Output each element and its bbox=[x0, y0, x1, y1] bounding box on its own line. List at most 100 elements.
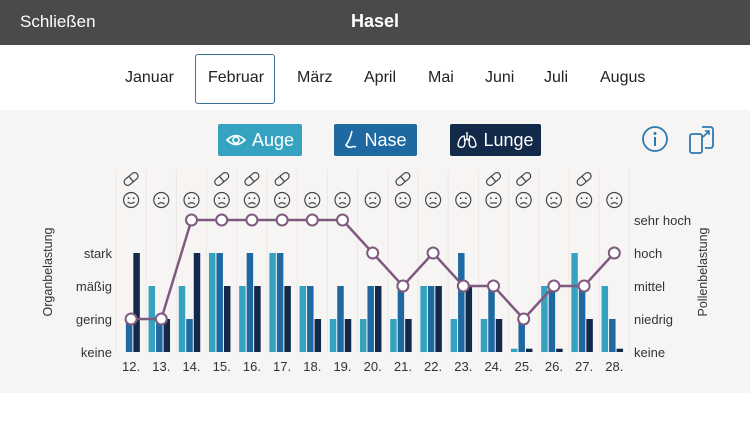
belastung-chart: 12. 13. 14. 15. 16. 17. 18. 19. 20. 21. 22. 23. 24. 2… bbox=[41, 170, 710, 374]
filter-nase-label: Nase bbox=[364, 129, 407, 150]
pill-icon bbox=[274, 172, 290, 186]
y-left-tick-label: mäßig bbox=[76, 279, 112, 294]
bar-lunge-22 bbox=[435, 286, 442, 352]
bar-lunge-26 bbox=[556, 348, 563, 352]
mood-sad-icon bbox=[606, 191, 623, 209]
mood-sad-icon bbox=[364, 191, 381, 209]
x-tick-label: 26. bbox=[545, 359, 563, 374]
pollen-point-16 bbox=[245, 213, 259, 227]
bar-auge-26 bbox=[541, 286, 548, 352]
bar-lunge-18 bbox=[314, 319, 322, 352]
bar-auge-15 bbox=[208, 253, 216, 352]
pollen-point-27 bbox=[577, 279, 591, 293]
bar-lunge-21 bbox=[405, 319, 412, 352]
pill-icon bbox=[576, 172, 592, 186]
pollen-point-18 bbox=[305, 213, 319, 227]
month-tabs: Januar Februar März April Mai Juni Juli … bbox=[0, 45, 750, 110]
bar-nase-15 bbox=[216, 253, 223, 352]
bar-nase-26 bbox=[548, 286, 556, 352]
bar-lunge-15 bbox=[223, 286, 231, 352]
pill-icon bbox=[244, 172, 260, 186]
pill-icon bbox=[516, 172, 532, 186]
mood-sad-icon bbox=[213, 191, 230, 209]
tab-juni[interactable]: Juni bbox=[485, 69, 515, 86]
nose-icon bbox=[344, 130, 358, 150]
y-left-tick-label: stark bbox=[84, 246, 113, 261]
pollen-point-12 bbox=[124, 312, 138, 326]
x-tick-label: 28. bbox=[605, 359, 623, 374]
info-icon[interactable] bbox=[641, 125, 669, 158]
device-share-icon[interactable] bbox=[688, 125, 716, 160]
close-button[interactable]: Schließen bbox=[20, 12, 96, 31]
filter-auge-button[interactable]: Auge bbox=[218, 124, 302, 156]
mood-sad-icon bbox=[183, 191, 200, 209]
bar-lunge-24 bbox=[495, 319, 503, 352]
pollen-point-28 bbox=[607, 246, 621, 260]
bar-lunge-23 bbox=[465, 286, 473, 352]
tab-maerz[interactable]: März bbox=[297, 69, 333, 86]
x-tick-label: 18. bbox=[303, 359, 321, 374]
y-right-axis-title: Pollenbelastung bbox=[696, 227, 710, 316]
bar-auge-27 bbox=[571, 253, 578, 352]
pollen-point-17 bbox=[275, 213, 289, 227]
bar-lunge-13 bbox=[163, 319, 171, 352]
tab-juli[interactable]: Juli bbox=[544, 69, 569, 86]
lungs-icon bbox=[457, 131, 478, 149]
bar-nase-14 bbox=[186, 319, 193, 352]
bar-nase-23 bbox=[458, 253, 465, 352]
mood-sad-icon bbox=[425, 191, 442, 209]
x-tick-label: 16. bbox=[243, 359, 261, 374]
x-tick-label: 25. bbox=[515, 359, 533, 374]
bar-auge-19 bbox=[329, 319, 337, 352]
top-bar: Schließen Hasel bbox=[0, 0, 750, 45]
pollen-point-21 bbox=[396, 279, 410, 293]
mood-sad-icon bbox=[545, 191, 563, 209]
tab-august[interactable]: Augus bbox=[600, 69, 646, 86]
mood-sad-icon bbox=[455, 191, 472, 209]
x-tick-label: 14. bbox=[182, 359, 200, 374]
bar-lunge-20 bbox=[374, 286, 382, 352]
tab-februar[interactable]: Februar bbox=[208, 69, 265, 86]
bar-nase-20 bbox=[367, 286, 374, 352]
bar-nase-22 bbox=[427, 286, 435, 352]
mood-happy-icon bbox=[123, 191, 140, 209]
bar-lunge-17 bbox=[284, 286, 291, 352]
x-tick-label: 24. bbox=[484, 359, 502, 374]
bar-nase-16 bbox=[246, 253, 254, 352]
x-tick-label: 19. bbox=[333, 359, 351, 374]
bar-auge-28 bbox=[601, 286, 609, 352]
mood-neutral-icon bbox=[485, 191, 502, 209]
bar-nase-12 bbox=[125, 319, 133, 352]
y-left-tick-label: keine bbox=[81, 345, 112, 360]
bar-auge-23 bbox=[450, 319, 458, 352]
tab-mai[interactable]: Mai bbox=[428, 69, 454, 86]
bar-nase-28 bbox=[609, 319, 616, 352]
x-tick-label: 20. bbox=[364, 359, 382, 374]
filter-lunge-button[interactable]: Lunge bbox=[450, 124, 541, 156]
x-tick-label: 13. bbox=[152, 359, 170, 374]
bar-auge-17 bbox=[269, 253, 276, 352]
pollen-line-series bbox=[124, 213, 621, 326]
bar-nase-13 bbox=[156, 319, 163, 352]
filter-lunge-label: Lunge bbox=[483, 129, 534, 150]
mood-sad-icon bbox=[153, 191, 170, 209]
bar-lunge-12 bbox=[133, 253, 140, 352]
pill-icon bbox=[214, 172, 230, 186]
tab-april[interactable]: April bbox=[364, 69, 397, 86]
y-right-tick-label: mittel bbox=[634, 279, 665, 294]
x-tick-label: 22. bbox=[424, 359, 442, 374]
filter-auge-label: Auge bbox=[251, 129, 295, 150]
bar-lunge-27 bbox=[586, 319, 593, 352]
bar-auge-20 bbox=[359, 319, 367, 352]
tab-januar[interactable]: Januar bbox=[125, 69, 174, 86]
bar-series bbox=[125, 253, 624, 352]
filter-nase-button[interactable]: Nase bbox=[334, 124, 417, 156]
y-right-tick-label: keine bbox=[634, 345, 665, 360]
x-tick-label: 23. bbox=[454, 359, 472, 374]
day-icons bbox=[123, 172, 623, 209]
pollen-point-14 bbox=[185, 213, 198, 227]
x-tick-label: 27. bbox=[575, 359, 593, 374]
bar-auge-18 bbox=[299, 286, 307, 352]
pollen-point-25 bbox=[517, 312, 531, 326]
